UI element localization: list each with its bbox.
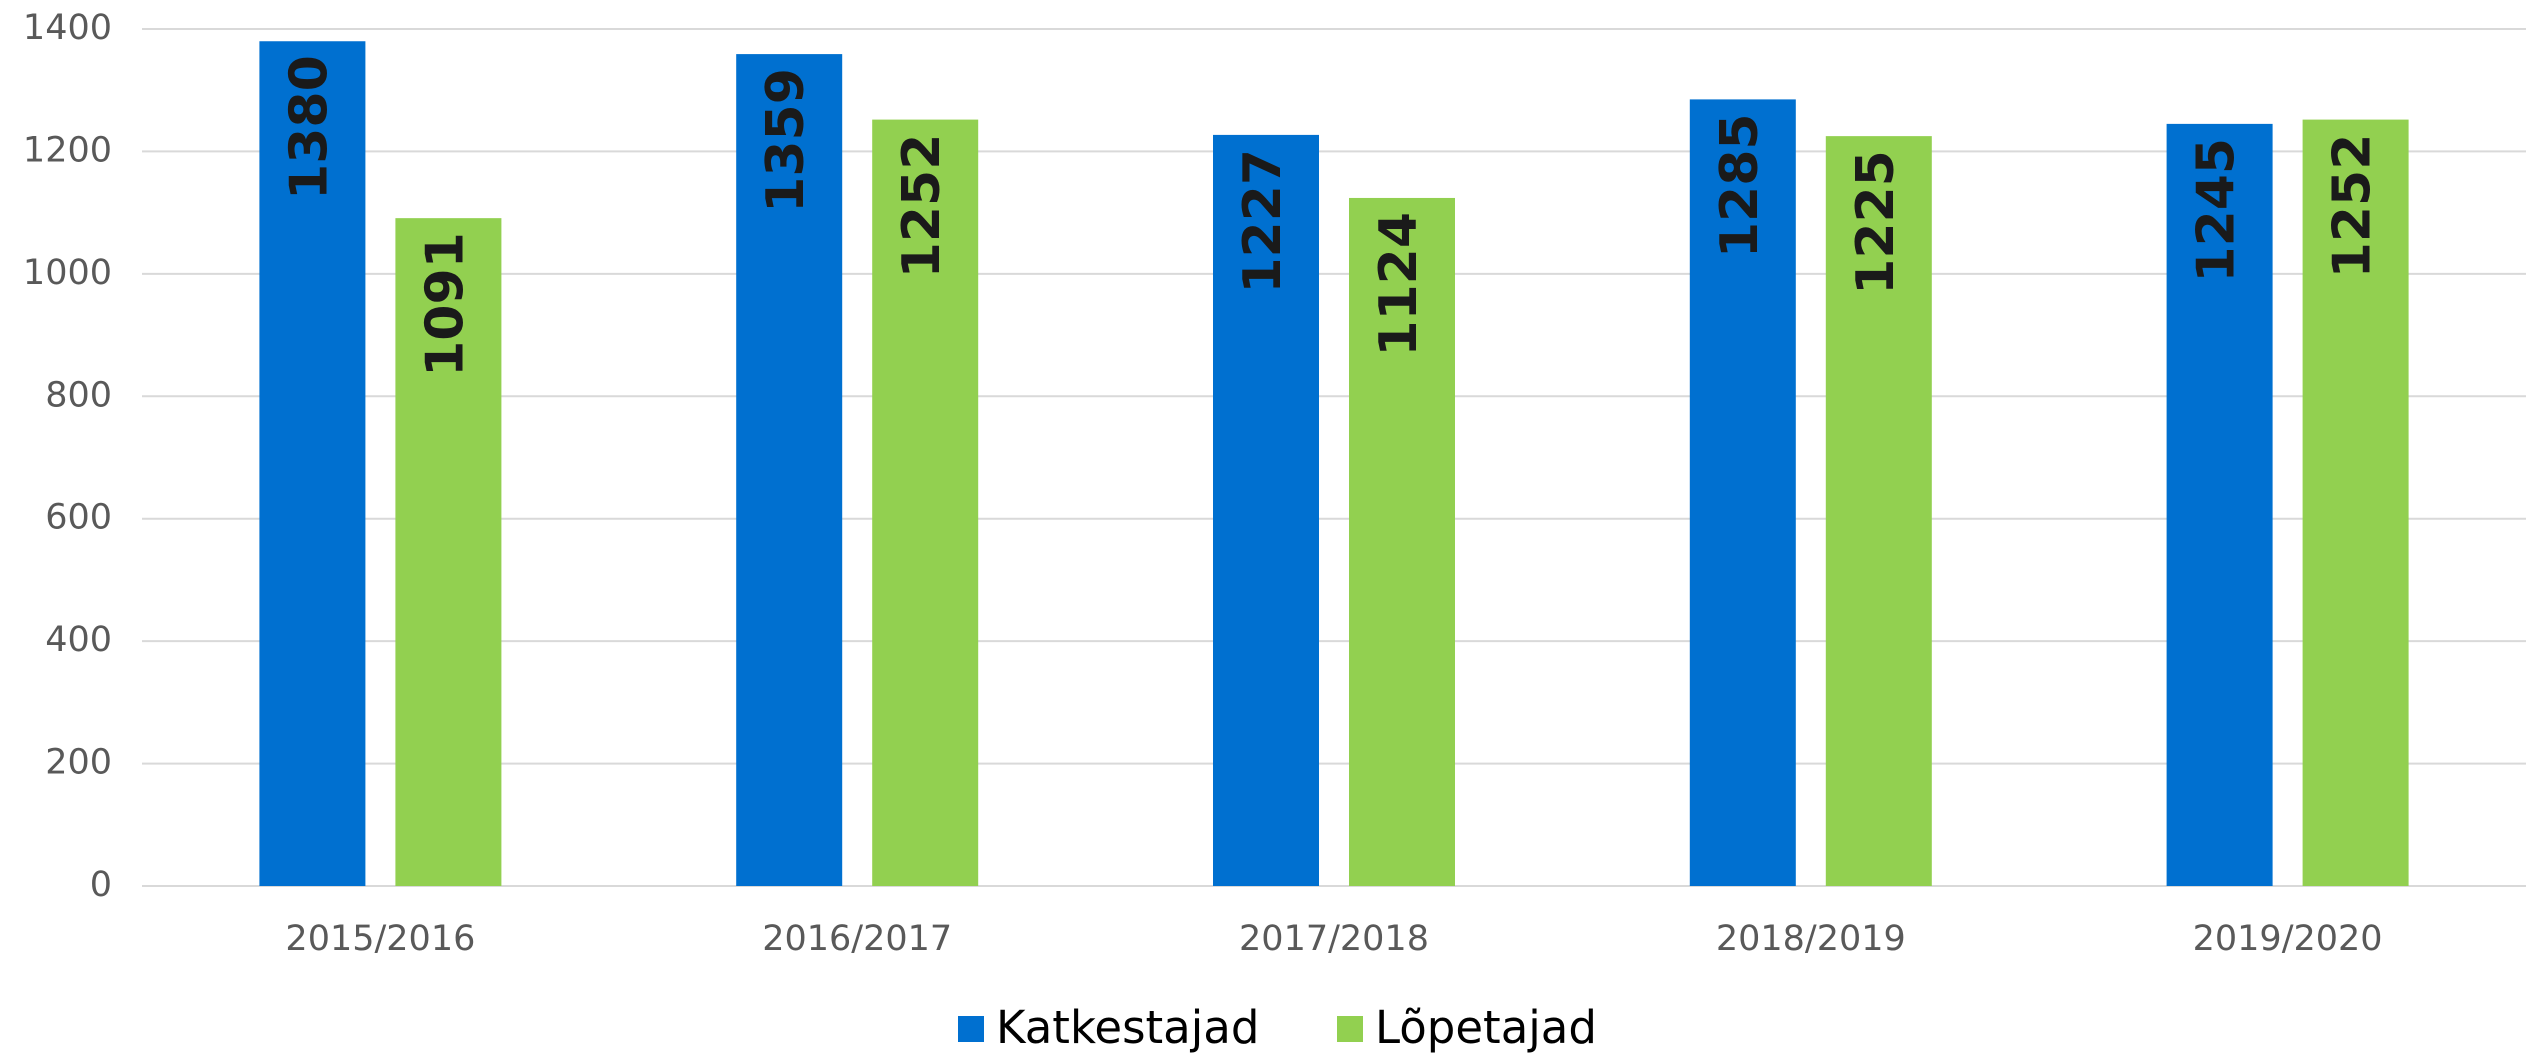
legend-label: Lõpetajad <box>1375 1001 1597 1054</box>
y-tick-label: 400 <box>45 620 112 660</box>
data-label: 1359 <box>756 68 816 213</box>
bar <box>736 54 843 887</box>
y-tick-label: 1400 <box>23 8 112 48</box>
bar <box>1349 197 1455 887</box>
x-tick-label: 2018/2019 <box>1716 919 1906 959</box>
bar <box>872 119 979 886</box>
bar <box>2302 119 2409 886</box>
bar <box>259 41 366 886</box>
bar <box>1213 134 1319 887</box>
data-label: 1285 <box>1710 113 1770 258</box>
x-tick-label: 2017/2018 <box>1239 919 1429 959</box>
y-tick-label: 600 <box>45 498 112 538</box>
bar <box>1825 136 1932 886</box>
data-label: 1245 <box>2187 138 2247 283</box>
x-tick-label: 2015/2016 <box>285 919 475 959</box>
bar <box>1689 99 1796 887</box>
y-tick-label: 1000 <box>23 253 112 293</box>
y-tick-label: 200 <box>45 743 112 783</box>
y-tick-label: 1200 <box>23 130 112 170</box>
bar <box>395 218 502 886</box>
data-label: 1252 <box>892 134 952 279</box>
legend-swatch <box>958 1016 984 1042</box>
data-label: 1091 <box>415 232 475 377</box>
legend-swatch <box>1337 1016 1363 1042</box>
x-tick-label: 2019/2020 <box>2193 919 2383 959</box>
data-label: 1225 <box>1846 150 1906 295</box>
bar <box>2166 123 2273 886</box>
y-tick-label: 800 <box>45 375 112 415</box>
data-label: 1252 <box>2323 134 2383 279</box>
legend-label: Katkestajad <box>996 1001 1259 1054</box>
data-label: 1124 <box>1369 212 1429 357</box>
y-tick-label: 0 <box>90 865 112 905</box>
x-tick-label: 2016/2017 <box>762 919 952 959</box>
data-label: 1380 <box>279 55 339 200</box>
data-label: 1227 <box>1233 149 1293 294</box>
